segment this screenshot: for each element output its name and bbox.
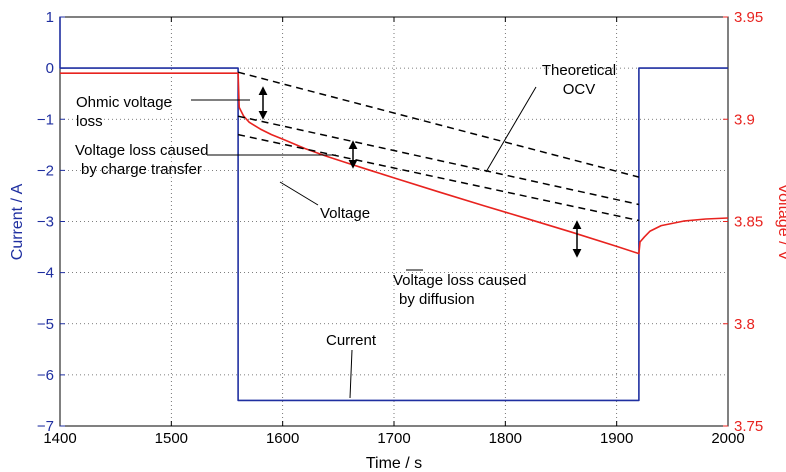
y-left-tick-label: −1 xyxy=(37,111,54,128)
y-axis-left-title: Current / A xyxy=(9,183,26,260)
y-left-tick-label: −5 xyxy=(37,316,54,333)
y-left-tick-label: −6 xyxy=(37,367,54,384)
y-left-tick-label: −7 xyxy=(37,418,54,435)
y-axis-right-title: Voltage / V xyxy=(775,183,786,261)
theoretical-ocv-line xyxy=(237,71,640,178)
leader-line xyxy=(485,86,537,173)
annotation-text: Theoretical OCV xyxy=(542,62,616,98)
leader-line xyxy=(279,181,319,206)
x-tick-label: 2000 xyxy=(711,430,744,447)
voltage-line xyxy=(60,72,729,255)
y-right-tick-label: 3.95 xyxy=(734,9,763,26)
y-right-tick-label: 3.85 xyxy=(734,214,763,231)
x-tick-label: 1600 xyxy=(266,430,299,447)
x-tick-label: 1700 xyxy=(377,430,410,447)
current-line xyxy=(59,17,728,402)
annotation-text: Voltage xyxy=(320,205,370,222)
y-right-tick-label: 3.9 xyxy=(734,111,755,128)
x-tick-label: 1400 xyxy=(43,430,76,447)
annotations: Theoretical OCV Ohmic voltage loss Voltage l… xyxy=(75,62,616,399)
y-left-tick-label: −3 xyxy=(37,214,54,231)
y-right-tick-label: 3.75 xyxy=(734,418,763,435)
y-left-tick-label: 1 xyxy=(46,9,54,26)
voltage-loss-boundary-line xyxy=(237,133,640,222)
y-right-tick-label: 3.8 xyxy=(734,316,755,333)
x-tick-label: 1500 xyxy=(155,430,188,447)
x-tick-label: 1900 xyxy=(600,430,633,447)
x-tick-label: 1800 xyxy=(489,430,522,447)
axis-ticks: 1400 1500 1600 1700 1800 1900 2000 1 0 −1 −2 −3 −4 −5… xyxy=(37,9,763,447)
annotation-text: Current xyxy=(326,332,377,349)
leader-line xyxy=(349,349,353,399)
x-axis-title: Time / s xyxy=(366,455,422,472)
y-left-tick-label: −2 xyxy=(37,162,54,179)
annotation-text: Ohmic voltage loss xyxy=(76,94,172,130)
voltage-loss-boundary-line xyxy=(237,115,640,206)
annotation-text: Voltage loss caused by charge transfer xyxy=(75,142,208,178)
grid xyxy=(60,17,728,426)
y-left-tick-label: −4 xyxy=(37,265,54,282)
y-left-tick-label: 0 xyxy=(46,60,54,77)
series-lines xyxy=(59,17,729,402)
annotation-text: Voltage loss caused by diffusion xyxy=(393,272,526,308)
